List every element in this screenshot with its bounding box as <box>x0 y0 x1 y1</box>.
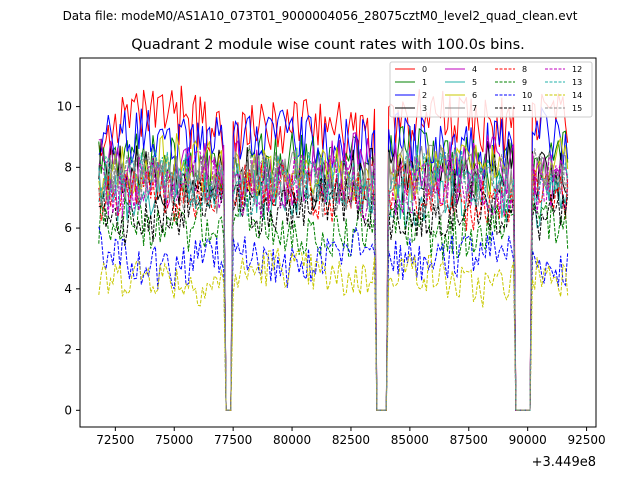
plot-frame <box>79 57 597 428</box>
legend-label: 14 <box>572 91 582 100</box>
legend-label: 11 <box>522 104 532 113</box>
y-axis: 0 2 4 6 8 10 <box>57 100 80 417</box>
legend-label: 4 <box>472 65 477 74</box>
series-line-14 <box>98 248 569 411</box>
x-offset-label: +3.449e8 <box>532 455 596 470</box>
legend-label: 2 <box>422 91 427 100</box>
legend-label: 0 <box>422 65 427 74</box>
legend-label: 6 <box>472 91 477 100</box>
series-line-7 <box>98 144 569 411</box>
x-tick-label: 77500 <box>214 433 252 447</box>
x-tick-label: 85000 <box>391 433 429 447</box>
series-line-13 <box>98 145 569 411</box>
plot-lines <box>98 85 569 411</box>
chart-suptitle: Data file: modeM0/AS1A10_073T01_90000040… <box>63 9 578 23</box>
series-line-15 <box>98 144 569 411</box>
legend-label: 3 <box>422 104 427 113</box>
x-tick-label: 80000 <box>273 433 311 447</box>
y-tick-label: 2 <box>64 343 72 357</box>
y-tick-label: 8 <box>64 160 72 174</box>
x-tick-label: 92500 <box>567 433 605 447</box>
legend-label: 10 <box>522 91 532 100</box>
series-line-12 <box>98 147 569 411</box>
y-tick-label: 10 <box>57 100 72 114</box>
x-tick-label: 82500 <box>332 433 370 447</box>
legend-label: 1 <box>422 78 427 87</box>
x-tick-label: 87500 <box>450 433 488 447</box>
legend-label: 7 <box>472 104 477 113</box>
legend-label: 9 <box>522 78 527 87</box>
chart-title: Quadrant 2 module wise count rates with … <box>131 37 525 53</box>
x-tick-label: 90000 <box>509 433 547 447</box>
series-line-11 <box>98 174 569 411</box>
series-line-9 <box>98 193 569 411</box>
legend-box <box>389 61 593 118</box>
x-axis: 72500 75000 77500 80000 82500 85000 87500 90000… <box>96 427 606 447</box>
y-tick-label: 4 <box>64 282 72 296</box>
x-tick-label: 75000 <box>155 433 193 447</box>
series-line-8 <box>98 161 569 411</box>
series-line-4 <box>98 132 569 411</box>
y-tick-label: 6 <box>64 221 72 235</box>
legend-label: 12 <box>572 65 582 74</box>
legend-label: 13 <box>572 78 582 87</box>
x-tick-label: 72500 <box>96 433 134 447</box>
series-line-10 <box>98 226 569 411</box>
series-line-0 <box>98 85 569 411</box>
legend-label: 15 <box>572 104 582 113</box>
legend-label: 5 <box>472 78 477 87</box>
legend-label: 8 <box>522 65 527 74</box>
y-tick-label: 0 <box>64 403 72 417</box>
